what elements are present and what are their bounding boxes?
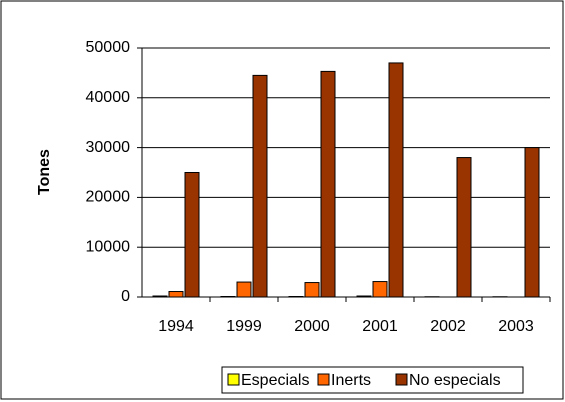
bar: [304, 282, 320, 298]
x-tick-label: 1994: [158, 318, 194, 335]
x-tick-label: 2002: [430, 318, 466, 335]
x-tick-label: 2000: [294, 318, 330, 335]
bar: [372, 281, 388, 298]
bar: [236, 281, 252, 298]
bar: [184, 172, 200, 298]
legend-label: No especials: [409, 372, 501, 389]
legend-swatch: [227, 373, 240, 386]
legend-swatch: [395, 373, 408, 386]
y-tick-label: 20000: [86, 189, 131, 206]
legend-label: Especials: [241, 372, 309, 389]
bar: [320, 70, 336, 298]
bar: [524, 147, 540, 298]
y-tick-label: 0: [121, 288, 130, 305]
y-axis-label: Tones: [36, 149, 53, 195]
legend-label: Inerts: [331, 372, 371, 389]
bar: [252, 74, 268, 298]
legend-box: [221, 366, 524, 394]
bar: [456, 157, 472, 298]
bar: [168, 291, 184, 298]
bar: [388, 62, 404, 298]
x-tick-label: 1999: [226, 318, 262, 335]
x-tick-label: 2001: [362, 318, 398, 335]
x-tick-label: 2003: [498, 318, 534, 335]
y-tick-label: 40000: [86, 89, 131, 106]
y-tick-label: 30000: [86, 139, 131, 156]
y-tick-label: 10000: [86, 238, 131, 255]
y-tick-label: 50000: [86, 39, 131, 56]
legend-swatch: [317, 373, 330, 386]
